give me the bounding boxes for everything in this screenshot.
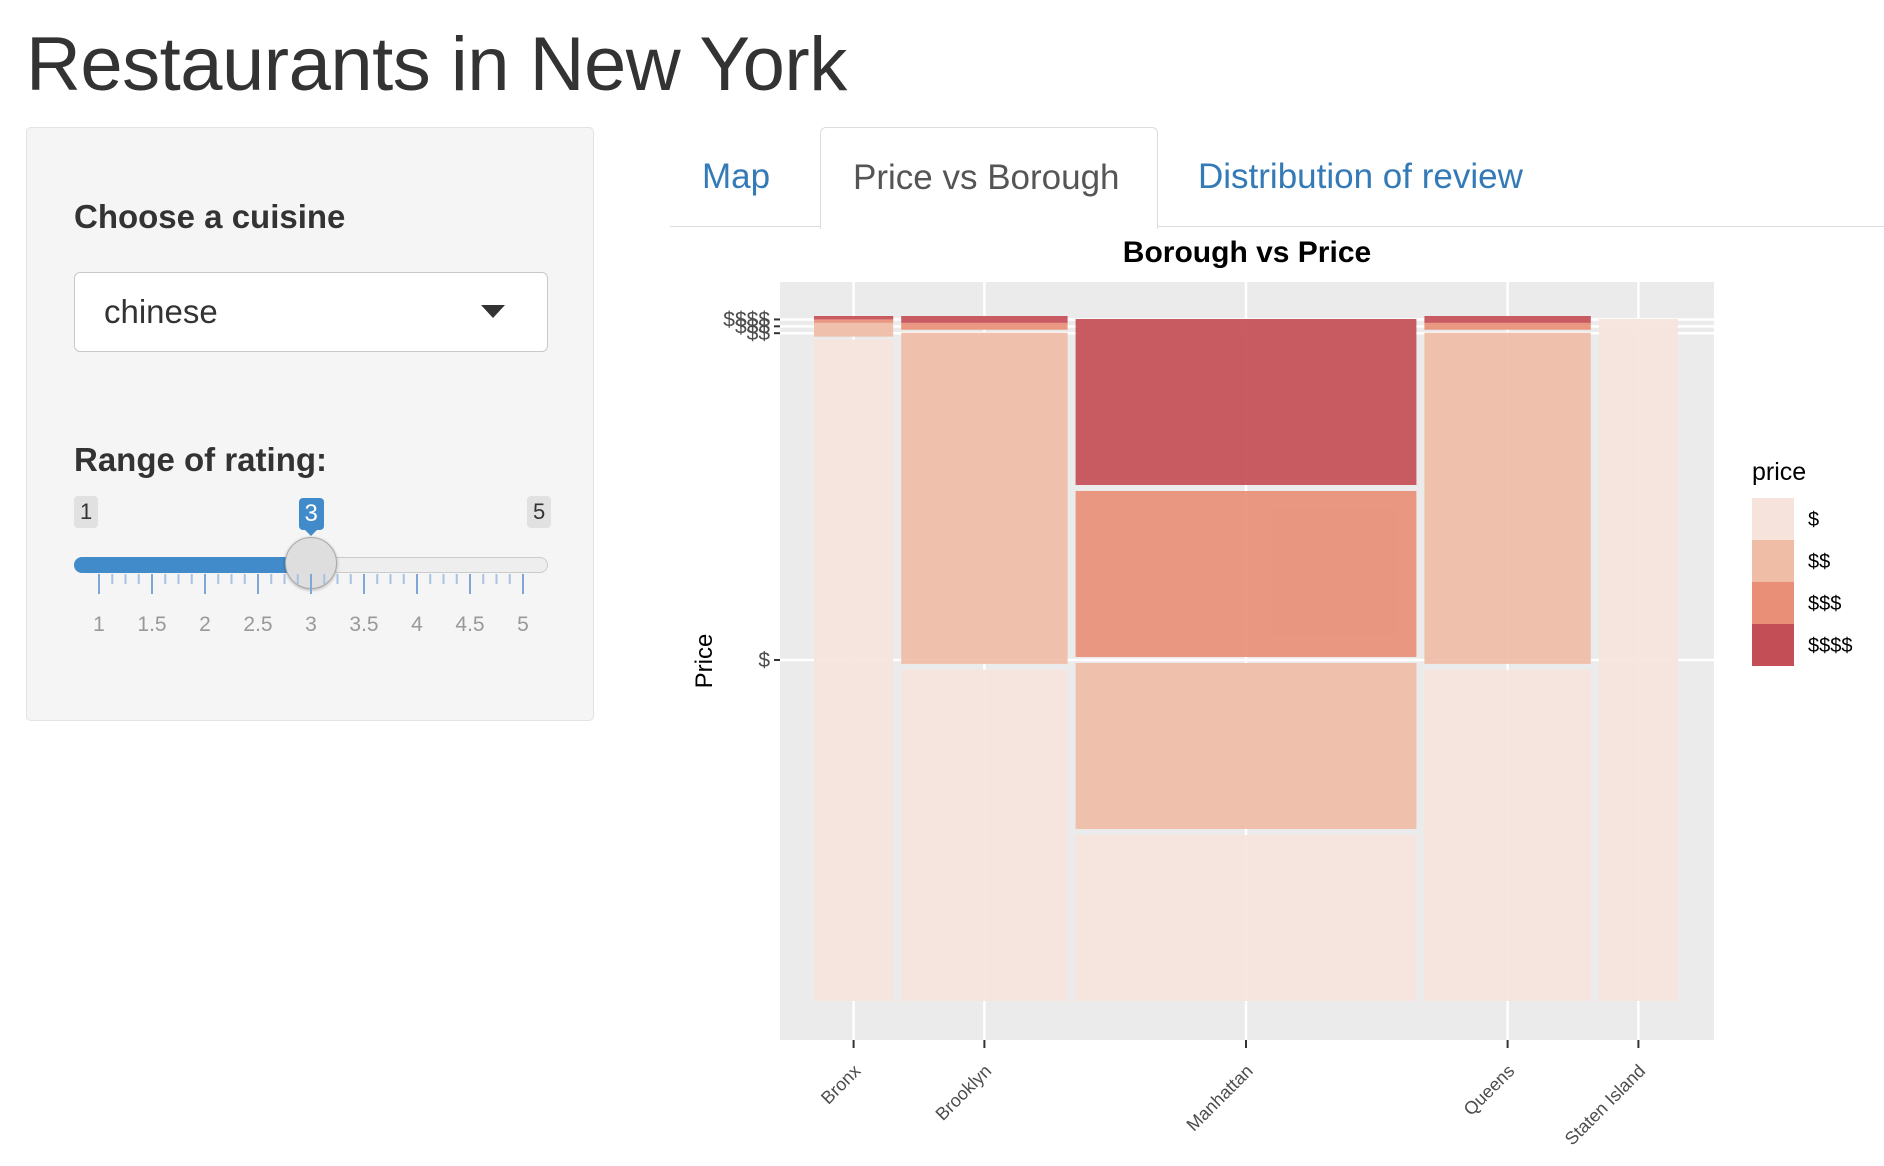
slider-tick-label: 2: [199, 613, 211, 636]
slider-min-label: 1: [74, 496, 99, 528]
slider-tick-label: 4: [411, 613, 423, 636]
mosaic-tile: [814, 319, 894, 323]
y-tick-label: $: [758, 649, 770, 672]
mosaic-tile: [1598, 319, 1678, 1001]
mosaic-tile: [1075, 663, 1417, 829]
mosaic-tile: [1424, 332, 1591, 664]
cuisine-selected-value: chinese: [104, 293, 218, 330]
y-tick-label: $$$: [735, 315, 770, 338]
slider-tick-label: 5: [517, 613, 529, 636]
y-tick-label: $$: [747, 322, 771, 345]
rating-label: Range of rating:: [74, 441, 327, 478]
x-tick-label: Brooklyn: [932, 1061, 996, 1125]
y-axis-label: Price: [691, 634, 718, 689]
page-title: Restaurants in New York: [26, 22, 847, 107]
cuisine-select[interactable]: chinese: [74, 272, 548, 352]
legend-label: $: [1808, 509, 1819, 531]
tab-bar: Map Price vs Borough Distribution of rev…: [670, 127, 1884, 229]
chevron-down-icon: [481, 305, 505, 318]
tab-price-vs-borough[interactable]: Price vs Borough: [820, 127, 1158, 229]
x-tick-label: Queens: [1460, 1061, 1519, 1120]
x-tick-label: Bronx: [817, 1061, 864, 1108]
legend-label: $$$: [1808, 593, 1841, 615]
tab-distribution-of-review[interactable]: Distribution of review: [1198, 157, 1523, 196]
mosaic-tile: [1424, 322, 1591, 330]
legend-title: price: [1752, 458, 1806, 486]
rating-slider-fill: [74, 557, 311, 573]
chart-title: Borough vs Price: [1123, 236, 1371, 269]
mosaic-tile: [901, 322, 1068, 330]
mosaic-tile: [814, 322, 894, 337]
slider-tick-label: 3: [305, 613, 317, 636]
x-tick-label: Staten Island: [1561, 1061, 1649, 1149]
legend-key: [1752, 540, 1794, 582]
mosaic-tile: [901, 669, 1068, 1001]
slider-tick-label: 1.5: [137, 613, 167, 636]
legend-label: $$$$: [1808, 635, 1853, 657]
mosaic-tile: [1424, 669, 1591, 1001]
y-tick-label: $$$$: [723, 308, 770, 331]
slider-tick-label: 4.5: [455, 613, 485, 636]
mosaic-tile: [1424, 316, 1591, 323]
mosaic-tile: [1075, 835, 1417, 1001]
slider-tick-label: 2.5: [243, 613, 273, 636]
x-tick-label: Manhattan: [1183, 1061, 1257, 1135]
tab-map[interactable]: Map: [702, 157, 771, 196]
legend-key: [1752, 582, 1794, 624]
mosaic-tile: [901, 316, 1068, 323]
legend-label: $$: [1808, 551, 1830, 573]
cuisine-label: Choose a cuisine: [74, 198, 346, 235]
sidebar-panel: Choose a cuisine chinese Range of rating…: [26, 127, 594, 721]
slider-value-label: 3: [298, 498, 324, 536]
mosaic-tile: [1075, 491, 1417, 657]
legend-key: [1752, 498, 1794, 540]
slider-tick-label: 3.5: [349, 613, 379, 636]
mosaic-tile: [1075, 319, 1417, 485]
mosaic-tile: [901, 332, 1068, 664]
slider-tick-marks: [98, 574, 524, 594]
mosaic-tile: [814, 316, 894, 320]
legend-key: [1752, 624, 1794, 666]
slider-tick-label: 1: [93, 613, 105, 636]
mosaic-tile: [814, 339, 894, 1001]
slider-max-label: 5: [527, 496, 552, 528]
